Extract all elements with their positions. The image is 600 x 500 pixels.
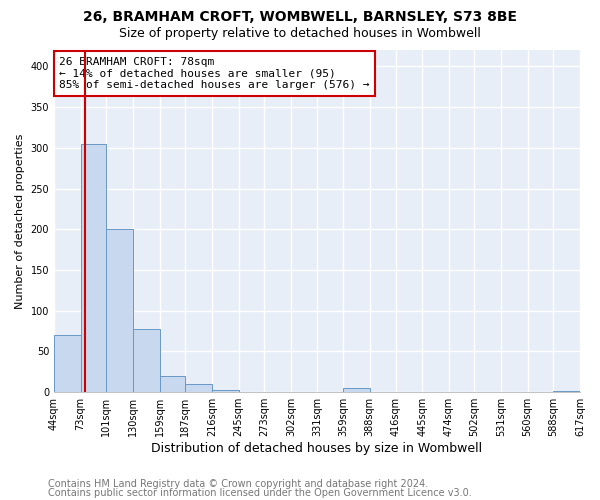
Bar bbox=[133, 328, 160, 392]
Bar bbox=[553, 390, 580, 392]
Text: 26 BRAMHAM CROFT: 78sqm
← 14% of detached houses are smaller (95)
85% of semi-de: 26 BRAMHAM CROFT: 78sqm ← 14% of detache… bbox=[59, 57, 370, 90]
Text: Size of property relative to detached houses in Wombwell: Size of property relative to detached ho… bbox=[119, 28, 481, 40]
Text: 26, BRAMHAM CROFT, WOMBWELL, BARNSLEY, S73 8BE: 26, BRAMHAM CROFT, WOMBWELL, BARNSLEY, S… bbox=[83, 10, 517, 24]
Bar bbox=[185, 384, 212, 392]
Bar bbox=[160, 376, 185, 392]
Bar bbox=[212, 390, 239, 392]
Text: Contains HM Land Registry data © Crown copyright and database right 2024.: Contains HM Land Registry data © Crown c… bbox=[48, 479, 428, 489]
Y-axis label: Number of detached properties: Number of detached properties bbox=[15, 134, 25, 309]
Bar bbox=[343, 388, 370, 392]
Bar bbox=[80, 144, 106, 392]
Bar bbox=[106, 230, 133, 392]
Text: Contains public sector information licensed under the Open Government Licence v3: Contains public sector information licen… bbox=[48, 488, 472, 498]
Bar bbox=[54, 335, 80, 392]
X-axis label: Distribution of detached houses by size in Wombwell: Distribution of detached houses by size … bbox=[151, 442, 482, 455]
